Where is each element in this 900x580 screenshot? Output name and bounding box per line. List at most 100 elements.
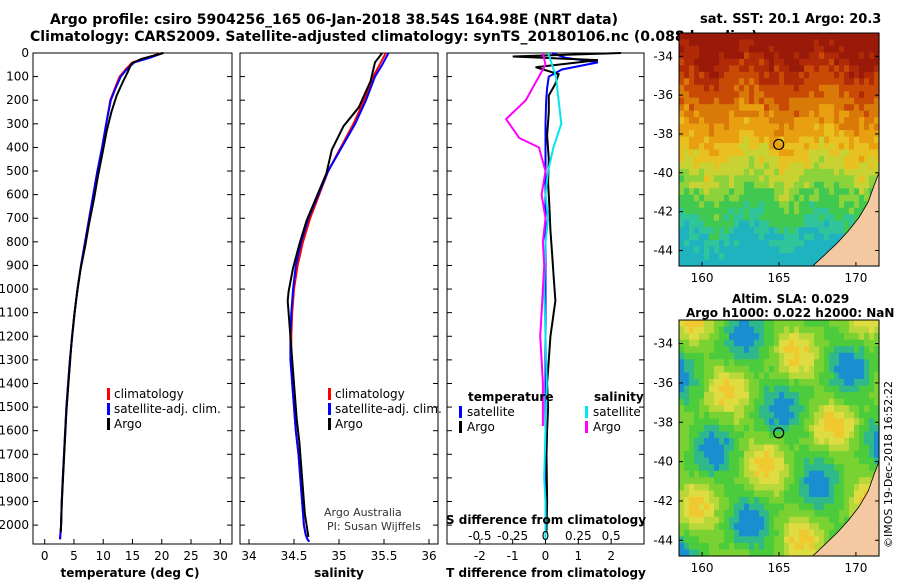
map-cell — [694, 201, 700, 209]
map-cell — [819, 497, 825, 505]
map-cell — [799, 104, 805, 112]
map-cell — [709, 392, 715, 400]
map-cell — [729, 326, 735, 334]
map-cell — [684, 143, 690, 151]
map-cell — [824, 424, 830, 433]
map-cell — [769, 365, 775, 374]
map-cell — [724, 320, 730, 328]
map-cell — [844, 52, 850, 60]
map-cell — [789, 320, 795, 328]
map-cell — [689, 523, 695, 531]
map-cell — [699, 510, 705, 518]
map-cell — [844, 359, 850, 367]
map-cell — [794, 320, 800, 328]
map-cell — [749, 405, 755, 413]
map-cell — [854, 352, 860, 360]
map-cell — [829, 117, 835, 125]
map-cell — [824, 181, 830, 189]
map-cell — [794, 483, 800, 492]
map-cell — [824, 168, 830, 176]
map-cell — [734, 510, 740, 518]
map-cell — [679, 477, 685, 485]
map-cell — [709, 385, 715, 393]
map-cell — [729, 352, 735, 360]
map-cell — [709, 326, 715, 334]
map-cell — [744, 431, 750, 439]
map-cell — [749, 33, 755, 41]
map-cell — [859, 78, 865, 86]
map-cell — [739, 149, 745, 157]
map-cell — [744, 405, 750, 413]
map-cell — [694, 207, 700, 215]
map-cell — [779, 240, 785, 248]
map-cell — [759, 372, 765, 380]
map-cell — [754, 490, 760, 498]
map-cell — [789, 253, 795, 261]
map-cell — [864, 470, 870, 478]
map-cell — [814, 201, 820, 209]
map-cell — [699, 181, 705, 189]
map-cell — [869, 91, 875, 99]
map-cell — [719, 84, 725, 92]
map-cell — [704, 326, 710, 334]
x-tick-label: 15 — [125, 549, 140, 563]
map-cell — [779, 497, 785, 505]
map-cell — [744, 523, 750, 531]
map-cell — [789, 346, 795, 354]
map-cell — [784, 523, 790, 531]
map-cell — [749, 346, 755, 354]
map-cell — [844, 220, 850, 228]
map-cell — [799, 444, 805, 452]
map-cell — [719, 464, 725, 472]
map-cell — [744, 259, 750, 267]
map-cell — [699, 155, 705, 164]
map-cell — [709, 110, 715, 118]
map-cell — [789, 379, 795, 387]
map-cell — [699, 359, 705, 367]
x-tick-label: 1 — [575, 549, 583, 563]
map-cell — [804, 194, 810, 202]
map-cell — [749, 470, 755, 478]
map-cell — [844, 214, 850, 222]
map-cell — [699, 503, 705, 511]
map-cell — [744, 149, 750, 157]
map-cell — [834, 490, 840, 498]
map-cell — [859, 58, 865, 66]
map-cell — [869, 123, 875, 131]
map-cell — [739, 365, 745, 374]
map-cell — [684, 58, 690, 66]
map-cell — [709, 220, 715, 228]
map-cell — [799, 523, 805, 531]
map-cell — [809, 194, 815, 202]
annotation-pi: PI: Susan Wijffels — [327, 520, 421, 533]
map-cell — [704, 503, 710, 511]
map-cell — [784, 385, 790, 393]
map-cell — [794, 259, 800, 267]
map-cell — [794, 457, 800, 465]
map-cell — [779, 168, 785, 176]
map-cell — [744, 175, 750, 183]
map-cell — [754, 444, 760, 452]
map-cell — [814, 365, 820, 374]
map-cell — [739, 130, 745, 138]
map-cell — [809, 529, 815, 537]
map-cell — [784, 130, 790, 138]
map-cell — [759, 444, 765, 452]
map-cell — [759, 418, 765, 426]
map-cell — [809, 497, 815, 505]
map-cell — [744, 398, 750, 406]
map-cell — [789, 536, 795, 544]
map-cell — [794, 529, 800, 537]
map-cell — [769, 246, 775, 254]
map-cell — [839, 149, 845, 157]
map-cell — [729, 259, 735, 267]
map-cell — [684, 194, 690, 202]
map-cell — [824, 339, 830, 347]
map-cell — [799, 143, 805, 151]
map-cell — [709, 214, 715, 222]
map-cell — [849, 438, 855, 446]
map-cell — [719, 97, 725, 105]
map-cell — [819, 365, 825, 374]
map-cell — [799, 418, 805, 426]
map-cell — [709, 379, 715, 387]
